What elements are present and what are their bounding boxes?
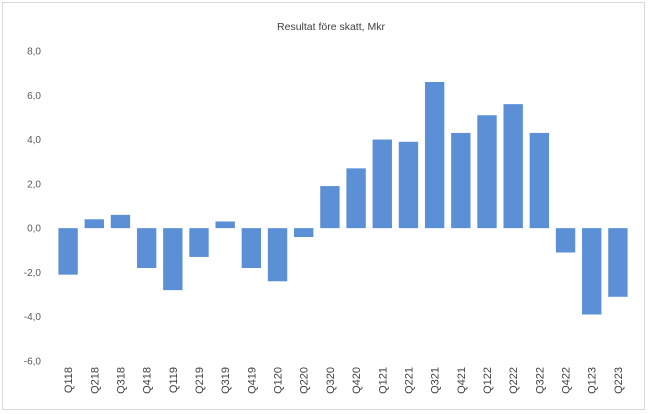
y-tick-label: -2,0 [24, 268, 42, 279]
x-tick-label: Q219 [194, 367, 206, 394]
bar-q422 [555, 228, 576, 253]
x-tick-label: Q421 [456, 367, 468, 394]
bar-q120 [267, 228, 288, 282]
y-tick-label: -6,0 [24, 357, 42, 368]
x-tick-label: Q121 [377, 367, 389, 394]
y-tick-label: 8,0 [27, 47, 41, 58]
bar-q321 [424, 82, 445, 229]
chart-frame: Resultat före skatt, Mkr 8,0 6,0 4,0 2,0 0,0… [2, 2, 645, 410]
x-tick-label: Q118 [63, 367, 75, 393]
bar-q119 [163, 228, 183, 291]
bar-q221 [398, 141, 419, 229]
x-tick-label: Q222 [508, 367, 520, 394]
bar-q419 [241, 228, 262, 268]
y-tick-label: 6,0 [27, 91, 41, 102]
bar-chart: Resultat före skatt, Mkr 8,0 6,0 4,0 2,0 0,0… [24, 21, 628, 394]
x-axis: Q118 Q218 Q318 Q418 Q119 Q219 Q319 Q419 Q120 Q220… [63, 367, 625, 394]
x-tick-label: Q322 [534, 367, 546, 394]
x-tick-label: Q123 [587, 367, 599, 394]
bar-q420 [346, 168, 366, 229]
y-tick-label: 0,0 [27, 224, 41, 235]
x-tick-label: Q318 [115, 367, 127, 394]
y-tick-label: -4,0 [24, 312, 42, 323]
x-tick-label: Q321 [430, 367, 442, 394]
bars [58, 82, 628, 315]
bar-q418 [136, 228, 157, 268]
x-tick-label: Q221 [403, 367, 415, 394]
bar-q123 [582, 228, 602, 315]
x-tick-label: Q119 [168, 367, 180, 393]
bar-q121 [372, 139, 392, 229]
x-tick-label: Q223 [613, 367, 625, 394]
bar-q219 [189, 228, 209, 257]
y-tick-label: 4,0 [27, 135, 41, 146]
chart-title: Resultat före skatt, Mkr [277, 21, 385, 33]
x-tick-label: Q420 [351, 367, 363, 394]
bar-q122 [477, 115, 497, 229]
x-tick-label: Q419 [246, 367, 258, 394]
bar-q421 [451, 132, 471, 229]
y-axis: 8,0 6,0 4,0 2,0 0,0 -2,0 -4,0 -6,0 [24, 47, 42, 368]
bar-q318 [110, 214, 131, 229]
x-tick-label: Q418 [142, 367, 154, 394]
bar-q220 [294, 228, 314, 237]
bar-q322 [529, 132, 550, 229]
x-tick-label: Q120 [273, 367, 285, 394]
x-tick-label: Q319 [220, 367, 232, 394]
x-tick-label: Q122 [482, 367, 494, 394]
x-tick-label: Q422 [561, 367, 573, 394]
x-tick-label: Q320 [325, 367, 337, 394]
bar-q118 [58, 228, 78, 275]
x-tick-label: Q220 [299, 367, 311, 394]
x-tick-label: Q218 [89, 367, 101, 394]
bar-q320 [320, 186, 340, 229]
bar-q223 [608, 228, 628, 297]
bar-q222 [503, 104, 523, 229]
bar-q218 [84, 219, 104, 229]
bar-q319 [215, 221, 235, 229]
y-tick-label: 2,0 [27, 179, 41, 190]
